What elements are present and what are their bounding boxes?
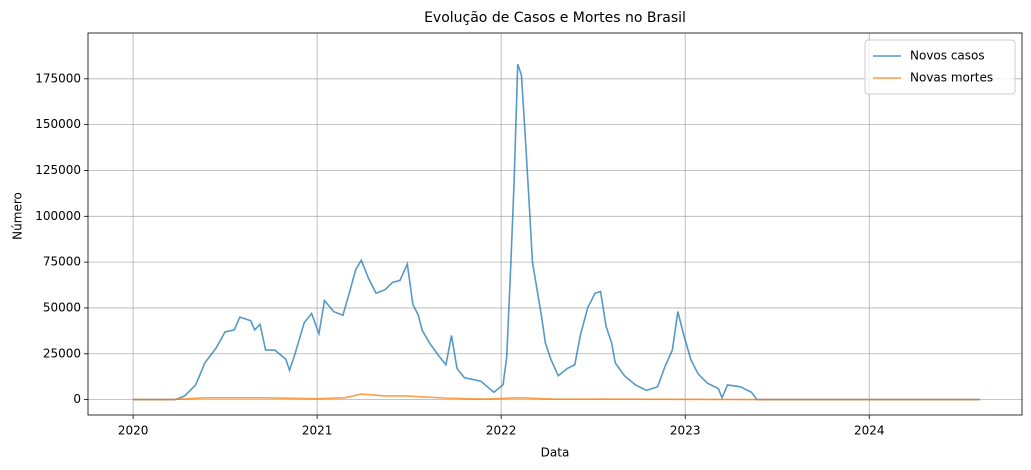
plot-frame — [87, 32, 1023, 416]
y-tick-label: 25000 — [43, 346, 81, 360]
legend-label: Novos casos — [910, 49, 985, 63]
data-line — [133, 63, 980, 401]
y-tick-label: 50000 — [43, 300, 81, 314]
x-tick-label: 2023 — [670, 424, 701, 438]
x-tick-label: 2021 — [302, 424, 333, 438]
y-tick-label: 0 — [73, 392, 81, 406]
legend-label: Novas mortes — [910, 71, 993, 85]
data-line — [133, 393, 980, 401]
chart-title: Evolução de Casos e Mortes no Brasil — [424, 10, 686, 26]
x-tick-label: 2022 — [486, 424, 517, 438]
y-tick-label: 150000 — [35, 117, 81, 131]
x-axis-label: Data — [541, 446, 570, 460]
y-axis-label: Número — [11, 192, 25, 240]
y-tick-label: 100000 — [35, 209, 81, 223]
legend-box — [864, 39, 1016, 95]
y-tick-label: 125000 — [35, 163, 81, 177]
y-tick-label: 175000 — [35, 71, 81, 85]
x-tick-label: 2020 — [118, 424, 149, 438]
y-tick-label: 75000 — [43, 255, 81, 269]
x-tick-label: 2024 — [854, 424, 885, 438]
